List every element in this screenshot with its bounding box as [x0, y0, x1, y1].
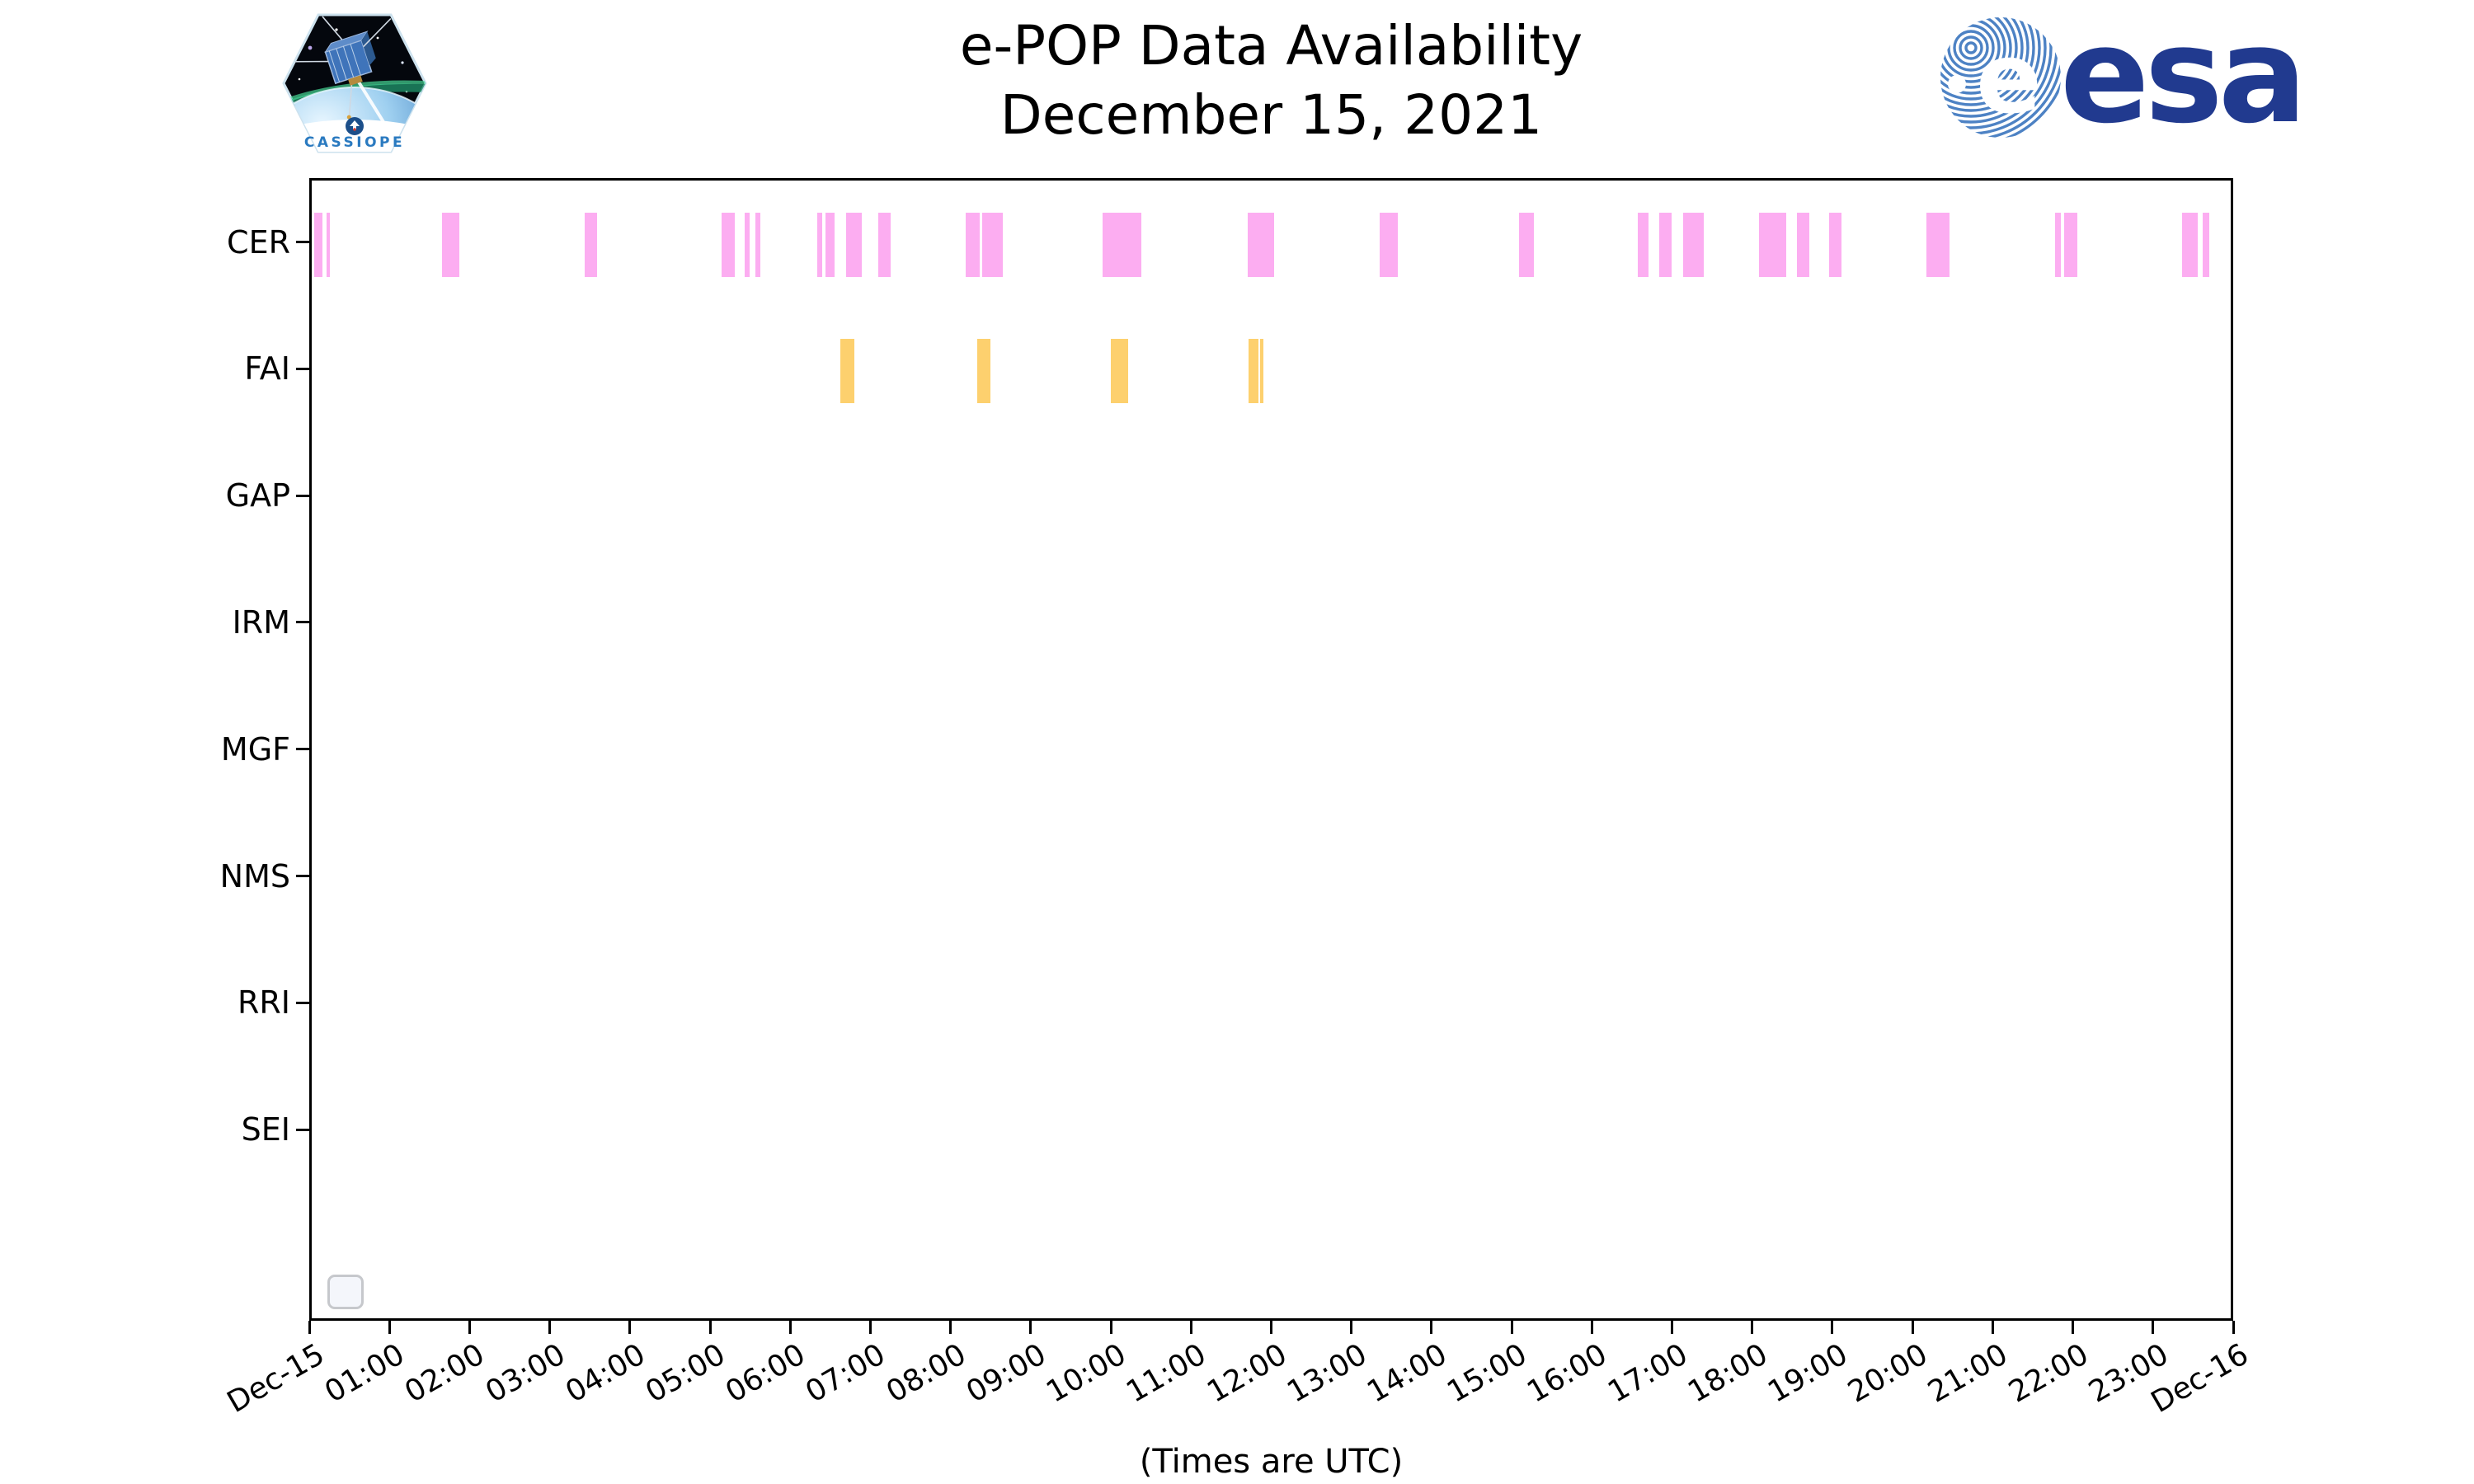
chart-title-line2: December 15, 2021 — [999, 82, 1543, 147]
availability-bar-cer — [755, 212, 761, 277]
y-tick-mark — [296, 1128, 309, 1131]
availability-bar-cer — [1659, 212, 1672, 277]
availability-bar-fai — [840, 339, 855, 404]
x-tick-mark — [1189, 1321, 1192, 1334]
y-tick-mark — [296, 241, 309, 243]
availability-bar-cer — [981, 212, 1003, 277]
y-tick-label-cer: CER — [227, 223, 290, 261]
availability-bar-fai — [1249, 339, 1259, 404]
aurora-arc — [284, 83, 426, 110]
y-tick-label-mgf: MGF — [220, 730, 290, 768]
signal-beam — [356, 79, 389, 130]
availability-bar-cer — [442, 212, 459, 277]
cassiope-patch-graphic: CASSIOPE — [282, 13, 427, 153]
availability-bar-cer — [1829, 212, 1841, 277]
y-tick-label-sei: SEI — [241, 1111, 290, 1148]
availability-bar-cer — [1758, 212, 1786, 277]
y-tick-mark — [296, 621, 309, 624]
satellite-graphic — [286, 16, 392, 120]
availability-bar-cer — [2181, 212, 2199, 277]
availability-bar-cer — [966, 212, 980, 277]
x-tick-mark — [1510, 1321, 1513, 1334]
availability-bar-fai — [976, 339, 991, 404]
x-tick-mark — [1751, 1321, 1754, 1334]
cassiope-patch-text: CASSIOPE — [304, 134, 405, 151]
availability-bar-cer — [825, 212, 835, 277]
x-tick-mark — [708, 1321, 712, 1334]
availability-bar-cer — [2064, 212, 2077, 277]
x-tick-mark — [548, 1321, 552, 1334]
availability-bar-cer — [1637, 212, 1649, 277]
plot-area — [309, 178, 2233, 1321]
cassiope-mission-patch: CASSIOPE — [279, 5, 430, 162]
availability-bar-cer — [817, 212, 823, 277]
x-tick-mark — [1109, 1321, 1112, 1334]
availability-bar-cer — [846, 212, 862, 277]
x-tick-mark — [2232, 1321, 2235, 1334]
availability-bar-cer — [721, 212, 736, 277]
legend-box-empty — [327, 1275, 364, 1309]
x-tick-mark — [2072, 1321, 2075, 1334]
y-tick-label-irm: IRM — [232, 603, 290, 641]
availability-bar-cer — [2203, 212, 2209, 277]
x-tick-mark — [1991, 1321, 1994, 1334]
x-tick-mark — [1350, 1321, 1353, 1334]
x-tick-mark — [1590, 1321, 1593, 1334]
availability-bar-cer — [1102, 212, 1142, 277]
x-tick-mark — [949, 1321, 952, 1334]
esa-globe: e — [1940, 17, 2061, 138]
x-tick-mark — [1911, 1321, 1914, 1334]
y-tick-label-gap: GAP — [225, 477, 290, 514]
chart-title: e-POP Data Availability December 15, 202… — [309, 12, 2233, 150]
availability-bar-cer — [1248, 212, 1275, 277]
x-tick-mark — [1029, 1321, 1032, 1334]
y-tick-label-rri: RRI — [237, 984, 290, 1021]
x-tick-mark — [468, 1321, 471, 1334]
availability-bar-cer — [1797, 212, 1809, 277]
y-tick-mark — [296, 494, 309, 497]
y-tick-mark — [296, 367, 309, 370]
availability-bar-cer — [2055, 212, 2062, 277]
esa-logo: e esa — [1938, 0, 2326, 153]
x-tick-mark — [868, 1321, 872, 1334]
availability-bar-cer — [744, 212, 750, 277]
availability-bar-fai — [1111, 339, 1128, 404]
x-tick-mark — [788, 1321, 792, 1334]
x-tick-mark — [1270, 1321, 1272, 1334]
y-tick-mark — [296, 748, 309, 751]
availability-bar-fai — [1260, 339, 1263, 404]
y-tick-mark — [296, 875, 309, 877]
availability-bar-cer — [878, 212, 891, 277]
y-tick-label-nms: NMS — [219, 857, 290, 895]
y-tick-label-fai: FAI — [244, 350, 290, 387]
x-tick-mark — [388, 1321, 391, 1334]
x-tick-mark — [1671, 1321, 1674, 1334]
svg-text:e: e — [1976, 21, 2042, 135]
x-tick-mark — [308, 1321, 311, 1334]
esa-logo-text: esa — [2060, 12, 2302, 148]
availability-bar-cer — [1683, 212, 1705, 277]
x-tick-mark — [1430, 1321, 1433, 1334]
x-tick-mark — [628, 1321, 632, 1334]
availability-bar-cer — [584, 212, 598, 277]
y-tick-mark — [296, 1001, 309, 1004]
availability-bar-cer — [1926, 212, 1950, 277]
availability-bar-cer — [1379, 212, 1399, 277]
chart-title-line1: e-POP Data Availability — [959, 14, 1583, 77]
x-tick-mark — [2152, 1321, 2155, 1334]
x-tick-mark — [1831, 1321, 1834, 1334]
x-axis-title: (Times are UTC) — [1139, 1443, 1404, 1481]
availability-bar-cer — [313, 212, 322, 277]
availability-bar-cer — [1519, 212, 1534, 277]
availability-bar-cer — [326, 212, 331, 277]
esa-logo-graphic: e esa — [1940, 0, 2307, 153]
